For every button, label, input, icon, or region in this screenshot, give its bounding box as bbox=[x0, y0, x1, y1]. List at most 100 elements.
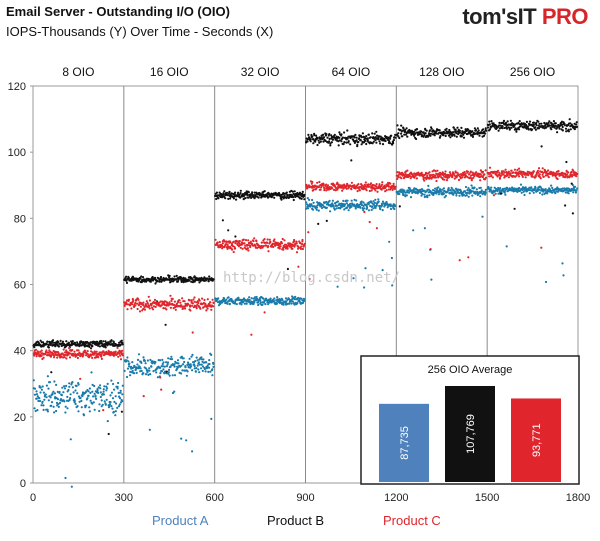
scatter-point bbox=[93, 408, 96, 411]
scatter-point bbox=[343, 131, 346, 134]
scatter-point bbox=[238, 240, 241, 243]
scatter-point bbox=[469, 132, 472, 135]
scatter-point bbox=[51, 393, 54, 396]
scatter-point bbox=[284, 297, 288, 300]
scatter-point bbox=[448, 133, 451, 137]
scatter-point bbox=[347, 209, 350, 212]
scatter-point bbox=[479, 173, 482, 176]
scatter-point bbox=[116, 346, 119, 349]
scatter-point bbox=[538, 191, 542, 195]
scatter-point bbox=[544, 169, 547, 172]
scatter-point bbox=[328, 133, 331, 136]
scatter-point bbox=[148, 428, 151, 431]
scatter-point bbox=[544, 188, 547, 191]
scatter-point bbox=[435, 132, 438, 135]
scatter-point bbox=[573, 185, 577, 188]
scatter-point bbox=[71, 348, 74, 352]
scatter-point bbox=[575, 125, 579, 128]
scatter-point bbox=[428, 171, 431, 174]
scatter-point bbox=[363, 210, 366, 214]
scatter-point bbox=[378, 183, 381, 186]
scatter-point bbox=[76, 341, 79, 344]
scatter-point bbox=[518, 175, 521, 178]
scatter-point bbox=[39, 339, 42, 342]
scatter-point bbox=[455, 192, 458, 195]
scatter-point bbox=[192, 298, 195, 301]
scatter-point bbox=[41, 400, 44, 403]
scatter-point bbox=[470, 174, 473, 177]
scatter-point bbox=[400, 177, 403, 180]
scatter-point bbox=[369, 136, 372, 139]
scatter-point bbox=[341, 136, 344, 139]
scatter-point bbox=[159, 376, 162, 379]
scatter-point bbox=[254, 195, 257, 198]
scatter-point bbox=[362, 209, 365, 212]
scatter-point bbox=[490, 189, 493, 192]
scatter-point bbox=[513, 168, 517, 171]
scatter-point bbox=[208, 359, 211, 362]
scatter-point bbox=[234, 247, 237, 250]
scatter-point bbox=[575, 123, 578, 126]
scatter-point bbox=[65, 340, 68, 343]
scatter-point bbox=[328, 140, 331, 143]
scatter-point bbox=[463, 171, 466, 174]
scatter-point bbox=[499, 124, 502, 127]
scatter-point bbox=[484, 188, 487, 191]
scatter-point bbox=[504, 121, 508, 124]
scatter-point bbox=[165, 308, 168, 311]
scatter-point bbox=[202, 358, 205, 361]
scatter-point bbox=[94, 394, 97, 397]
scatter-point bbox=[474, 128, 477, 132]
scatter-point bbox=[35, 393, 39, 396]
scatter-point bbox=[435, 190, 438, 193]
scatter-point bbox=[365, 142, 368, 146]
segment-label: 128 OIO bbox=[419, 65, 464, 79]
scatter-point bbox=[184, 366, 187, 369]
scatter-point bbox=[538, 122, 541, 125]
scatter-point bbox=[299, 247, 303, 250]
scatter-point bbox=[65, 357, 68, 360]
scatter-point bbox=[117, 391, 120, 394]
scatter-point bbox=[114, 395, 117, 398]
segment-label: 16 OIO bbox=[150, 65, 189, 79]
scatter-point bbox=[110, 379, 113, 382]
scatter-point bbox=[292, 196, 295, 199]
y-tick-label: 0 bbox=[20, 478, 26, 490]
scatter-point bbox=[99, 384, 102, 387]
scatter-point bbox=[104, 346, 107, 349]
scatter-point bbox=[518, 187, 521, 190]
scatter-point bbox=[189, 305, 192, 308]
scatter-point bbox=[149, 358, 152, 361]
scatter-point bbox=[345, 202, 348, 205]
scatter-point bbox=[540, 145, 543, 148]
scatter-point bbox=[264, 303, 267, 306]
scatter-point bbox=[326, 184, 330, 187]
scatter-point bbox=[126, 356, 129, 359]
scatter-point bbox=[125, 359, 128, 362]
scatter-point bbox=[541, 173, 544, 176]
scatter-point bbox=[293, 190, 296, 193]
segment-label: 8 OIO bbox=[62, 65, 94, 79]
scatter-point bbox=[139, 367, 142, 370]
scatter-point bbox=[437, 186, 440, 189]
scatter-point bbox=[70, 485, 73, 488]
scatter-point bbox=[134, 368, 137, 371]
scatter-point bbox=[295, 242, 298, 245]
scatter-point bbox=[333, 208, 336, 211]
scatter-point bbox=[458, 173, 461, 176]
scatter-point bbox=[547, 122, 550, 125]
scatter-point bbox=[193, 364, 196, 368]
scatter-point bbox=[534, 186, 537, 189]
scatter-point bbox=[69, 393, 72, 396]
scatter-point bbox=[527, 174, 530, 177]
scatter-point bbox=[131, 369, 134, 372]
scatter-point bbox=[502, 119, 506, 122]
scatter-point bbox=[369, 204, 372, 208]
scatter-point bbox=[77, 410, 80, 413]
scatter-point bbox=[212, 278, 215, 281]
scatter-point bbox=[312, 142, 315, 145]
scatter-point bbox=[473, 186, 476, 189]
scatter-point bbox=[283, 239, 286, 242]
scatter-point bbox=[453, 134, 456, 137]
scatter-point bbox=[355, 136, 358, 139]
